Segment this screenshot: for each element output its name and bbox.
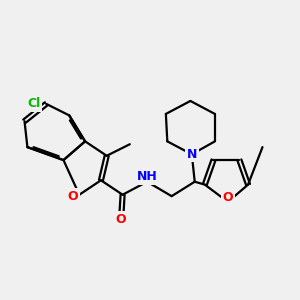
Text: O: O (116, 213, 127, 226)
Text: NH: NH (137, 170, 158, 183)
Text: O: O (223, 191, 233, 204)
Text: N: N (187, 148, 197, 161)
Text: Cl: Cl (27, 97, 41, 110)
Text: O: O (68, 190, 78, 203)
